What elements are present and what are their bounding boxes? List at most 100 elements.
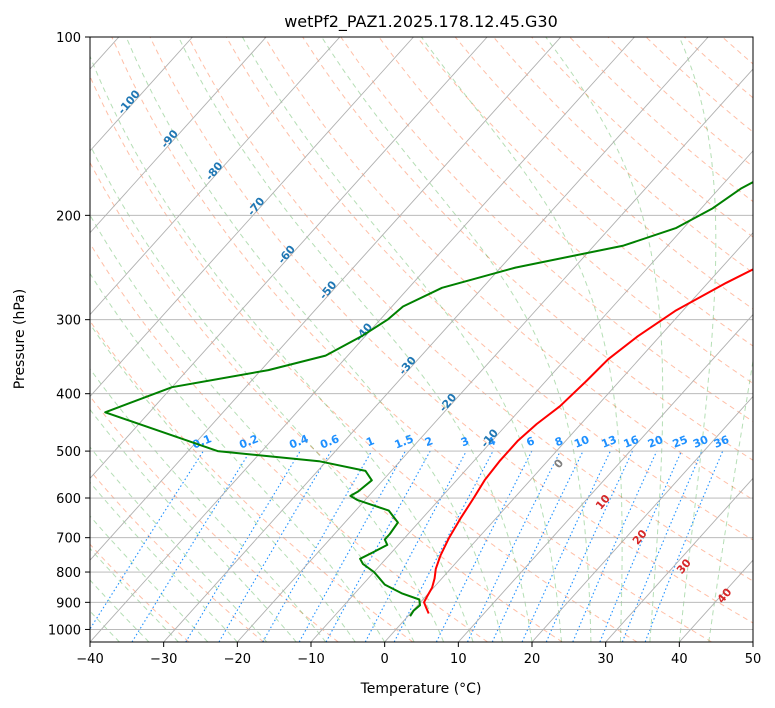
isotherm-line	[90, 37, 341, 316]
isotherm-line	[605, 477, 753, 642]
isotherm-lines	[90, 37, 753, 642]
moist-adiabat-line	[90, 214, 415, 642]
y-tick-label: 900	[56, 596, 81, 611]
x-tick-label: 20	[524, 652, 541, 667]
moist-adiabat-line	[708, 358, 753, 642]
mixing-ratio-line	[90, 450, 204, 630]
moist-adiabat-line	[178, 37, 533, 642]
x-tick-label: −30	[150, 652, 177, 667]
moist-adiabat-line	[90, 54, 474, 642]
mixing-ratio-label: 36	[712, 433, 731, 451]
moist-adiabat-line	[90, 446, 268, 642]
mixing-ratio-label: 2	[423, 434, 435, 449]
dry-adiabat-line	[302, 37, 753, 461]
dry-adiabat-line	[264, 37, 753, 501]
x-tick-label: −40	[76, 652, 103, 667]
isotherm-line	[90, 37, 635, 642]
moist-adiabat-line	[545, 37, 664, 642]
moist-adiabat-line	[90, 368, 327, 642]
y-tick-label: 300	[56, 314, 81, 329]
moist-adiabats	[90, 37, 753, 642]
x-tick-label: −20	[224, 652, 251, 667]
mixing-ratio-lines	[90, 450, 724, 642]
moist-adiabat-line	[420, 37, 623, 642]
dry-adiabat-line	[111, 37, 712, 642]
isotherm-line	[236, 68, 753, 642]
mixing-ratio-label: 30	[691, 433, 710, 451]
dry-adiabat-line	[149, 37, 753, 624]
plot-frame	[89, 36, 754, 643]
y-tick-label: 500	[56, 445, 81, 460]
temperature-profile	[423, 268, 753, 614]
y-axis-title: Pressure (hPa)	[12, 289, 28, 389]
moist-adiabat-line	[90, 547, 179, 642]
mixing-ratio-line	[572, 450, 658, 642]
mixing-ratio-line	[364, 450, 467, 642]
dry-adiabat-line	[761, 37, 775, 642]
moist-adiabat-line	[90, 481, 238, 642]
pressure-gridlines	[90, 37, 753, 630]
isotherm-line	[310, 150, 753, 642]
isotherm-line	[384, 232, 753, 642]
isotherm-line	[90, 37, 414, 398]
x-tick-label: 10	[450, 652, 467, 667]
mixing-ratio-line	[599, 450, 682, 642]
x-axis-ticks: −40 −30 −20 −10 0 10 20 30 40 50	[76, 642, 761, 667]
x-tick-label: −10	[297, 652, 324, 667]
mixing-ratio-label: 8	[553, 434, 565, 449]
y-tick-label: 400	[56, 388, 81, 403]
mixing-ratio-label: 1	[364, 434, 376, 449]
x-tick-label: 0	[381, 652, 389, 667]
chart-title: wetPf2_PAZ1.2025.178.12.45.G30	[284, 12, 558, 32]
y-tick-label: 100	[56, 31, 81, 46]
mixing-ratio-label: 20	[646, 433, 665, 451]
isotherm-line	[90, 37, 488, 479]
sounding-profiles	[104, 181, 753, 617]
isotherm-line	[752, 641, 753, 642]
isotherm-line	[163, 37, 709, 642]
moist-adiabat-line	[321, 37, 592, 642]
dry-adiabat-line	[187, 37, 753, 582]
moist-adiabat-line	[90, 143, 445, 642]
moist-adiabat-line	[678, 37, 717, 642]
mixing-ratio-line	[325, 450, 431, 642]
y-tick-label: 1000	[48, 623, 81, 638]
dry-adiabats	[90, 37, 775, 642]
mixing-ratio-line	[621, 450, 703, 642]
moist-adiabat-line	[90, 272, 386, 642]
isotherm-line	[457, 313, 753, 642]
moist-adiabat-line	[241, 37, 562, 642]
mixing-ratio-line	[644, 450, 724, 642]
moist-adiabat-line	[90, 579, 150, 642]
mixing-ratio-line	[545, 450, 633, 642]
y-axis-ticks: 100 200 300 400 500 600 700 800 900 1000	[48, 31, 90, 638]
dry-adiabat-line	[416, 37, 753, 347]
mixing-ratio-label: 25	[671, 433, 690, 451]
y-tick-label: 600	[56, 492, 81, 507]
moist-adiabat-line	[90, 408, 297, 642]
dry-adiabat-line	[225, 37, 753, 541]
isotherm-line	[90, 37, 267, 234]
isotherm-line	[531, 395, 753, 642]
mixing-ratio-label: 13	[600, 433, 619, 451]
dry-adiabat-line	[90, 75, 638, 642]
dry-adiabat-line	[90, 469, 264, 642]
x-tick-label: 30	[597, 652, 614, 667]
mixing-ratio-line	[298, 450, 406, 642]
isotherm-line	[90, 37, 193, 152]
dry-adiabat-line	[90, 161, 563, 642]
y-tick-label: 800	[56, 566, 81, 581]
x-axis-title: Temperature (°C)	[360, 681, 482, 697]
dry-adiabat-line	[90, 242, 488, 642]
y-tick-label: 700	[56, 532, 81, 547]
moist-adiabat-line	[90, 515, 209, 642]
y-tick-label: 200	[56, 209, 81, 224]
mixing-ratio-label: 10	[572, 433, 591, 451]
dewpoint-profile	[104, 181, 753, 617]
isotherm-line	[90, 37, 562, 561]
x-tick-label: 50	[745, 652, 762, 667]
mixing-ratio-line	[435, 450, 533, 642]
x-tick-label: 40	[671, 652, 688, 667]
mixing-ratio-label: 16	[622, 433, 641, 451]
